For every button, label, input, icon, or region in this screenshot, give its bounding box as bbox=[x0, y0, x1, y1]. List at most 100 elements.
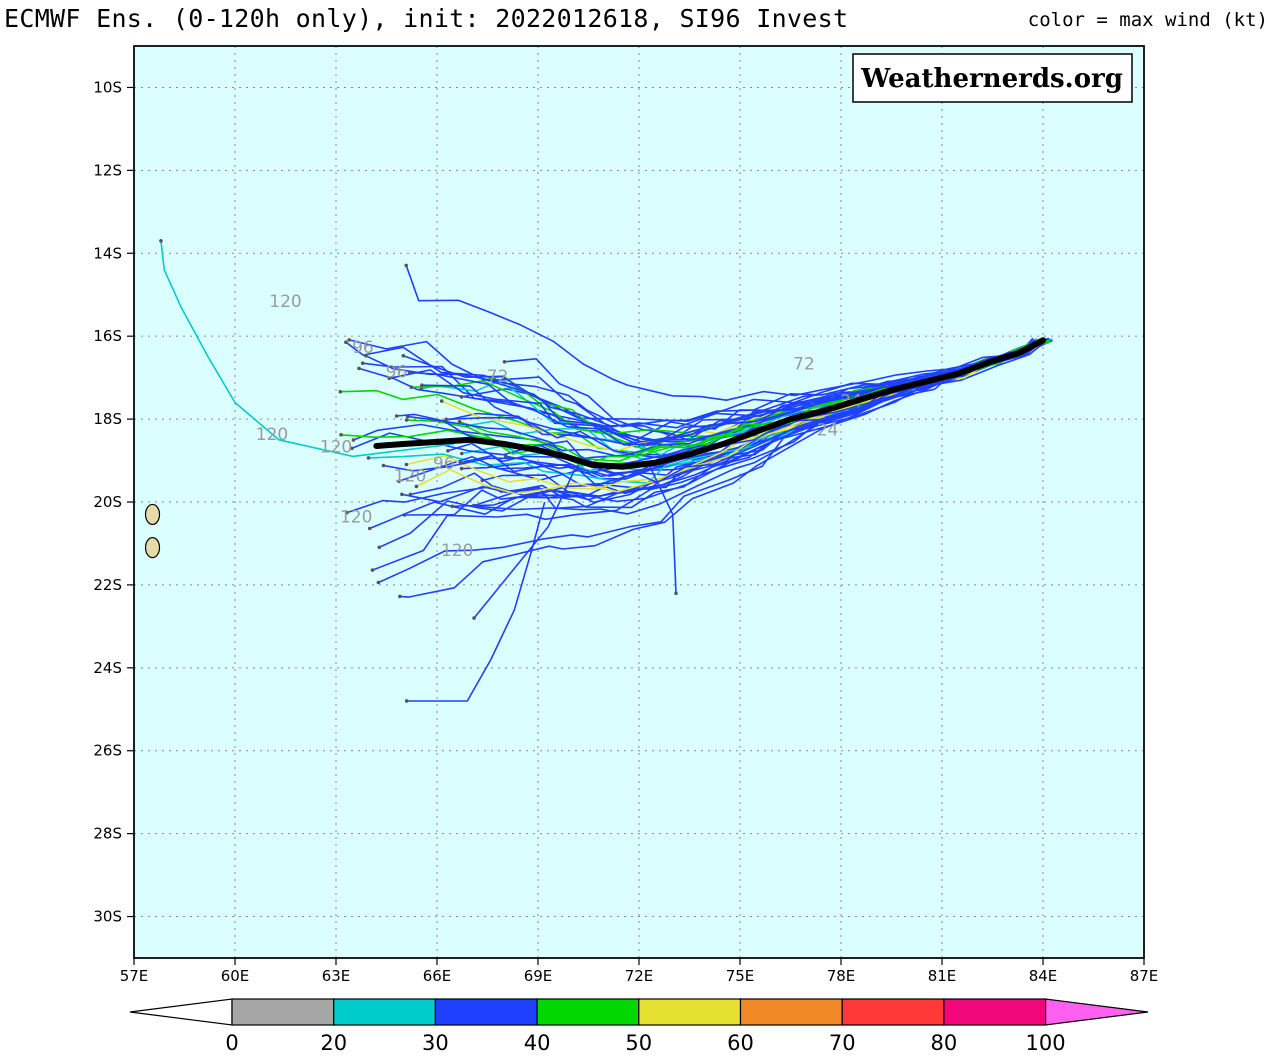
colorbar-label: 100 bbox=[1026, 1031, 1066, 1055]
lon-tick-label: 84E bbox=[1029, 967, 1058, 985]
track-end-marker bbox=[377, 545, 382, 550]
lat-tick-label: 10S bbox=[93, 78, 122, 96]
track-end-marker bbox=[472, 616, 476, 620]
track-end-marker bbox=[364, 354, 368, 358]
watermark-box: Weathernerds.org bbox=[852, 53, 1133, 103]
member-track bbox=[365, 339, 1039, 428]
colorbar-label: 40 bbox=[524, 1031, 551, 1055]
track-end-marker bbox=[404, 263, 409, 268]
track-end-marker bbox=[397, 479, 401, 484]
forecast-hour-label: 120 bbox=[269, 292, 301, 312]
colorbar-label: 0 bbox=[225, 1031, 238, 1055]
island-reunion bbox=[144, 536, 161, 559]
member-track bbox=[406, 501, 546, 702]
member-track bbox=[473, 468, 576, 619]
member-track bbox=[399, 338, 1042, 598]
colorbar-segment bbox=[231, 998, 335, 1026]
colorbar-extend-high bbox=[1044, 998, 1149, 1026]
colorbar-segment bbox=[638, 998, 742, 1026]
lat-tick-label: 12S bbox=[93, 161, 122, 179]
track-end-marker bbox=[367, 526, 372, 531]
track-end-marker bbox=[407, 370, 412, 375]
colorbar-segment bbox=[943, 998, 1047, 1026]
track-end-marker bbox=[159, 239, 163, 243]
track-end-marker bbox=[401, 354, 406, 358]
colorbar-segment bbox=[434, 998, 538, 1026]
land-masses bbox=[144, 503, 161, 559]
track-end-marker bbox=[376, 580, 381, 585]
track-end-marker bbox=[344, 510, 349, 515]
track-end-marker bbox=[419, 387, 424, 391]
lon-tick-label: 75E bbox=[726, 967, 755, 985]
forecast-hour-label: 72 bbox=[793, 354, 815, 374]
forecast-hour-label: 96 bbox=[386, 363, 408, 383]
track-end-marker bbox=[357, 366, 361, 371]
lon-tick-label: 63E bbox=[322, 967, 351, 985]
track-end-marker bbox=[459, 395, 464, 399]
lat-tick-label: 28S bbox=[93, 825, 122, 843]
island-mauritius bbox=[144, 503, 161, 526]
lat-tick-label: 30S bbox=[93, 908, 122, 926]
track-end-marker bbox=[458, 460, 463, 465]
forecast-hour-label: 120 bbox=[320, 437, 352, 457]
lat-tick-label: 16S bbox=[93, 327, 122, 345]
forecast-hour-label: 96 bbox=[352, 338, 374, 358]
lat-tick-label: 24S bbox=[93, 659, 122, 677]
track-end-marker bbox=[459, 466, 464, 471]
colorbar-label: 50 bbox=[625, 1031, 652, 1055]
track-end-marker bbox=[450, 504, 455, 509]
track-end-marker bbox=[674, 591, 678, 595]
track-end-marker bbox=[404, 699, 409, 703]
lat-tick-label: 22S bbox=[93, 576, 122, 594]
member-track bbox=[160, 240, 454, 458]
lat-tick-label: 18S bbox=[93, 410, 122, 428]
watermark-text: Weathernerds.org bbox=[860, 64, 1123, 94]
colorbar-label: 60 bbox=[727, 1031, 754, 1055]
lon-tick-label: 72E bbox=[625, 967, 654, 985]
latitude-axis: 10S 12S 14S 16S 18S 20S 22S 24S 26S 28S 30S bbox=[93, 78, 134, 926]
track-end-marker bbox=[446, 449, 450, 453]
lon-tick-label: 78E bbox=[827, 967, 856, 985]
track-end-marker bbox=[387, 376, 392, 381]
lon-tick-label: 66E bbox=[423, 967, 452, 985]
colorbar-label: 80 bbox=[931, 1031, 958, 1055]
lon-tick-label: 57E bbox=[120, 967, 149, 985]
ensemble-mean-track bbox=[373, 337, 1046, 470]
track-end-marker bbox=[460, 451, 464, 456]
track-end-marker bbox=[439, 399, 444, 403]
track-end-marker bbox=[360, 361, 365, 366]
track-end-marker bbox=[404, 418, 409, 422]
forecast-hour-label: 96 bbox=[433, 454, 455, 474]
track-end-marker bbox=[503, 454, 508, 459]
track-end-marker bbox=[366, 456, 371, 460]
lon-tick-label: 81E bbox=[928, 967, 957, 985]
lon-tick-label: 60E bbox=[221, 967, 250, 985]
track-end-marker bbox=[351, 438, 356, 442]
track-end-marker bbox=[420, 383, 424, 388]
forecast-hour-label: 120 bbox=[256, 425, 288, 445]
colorbar-extend-low bbox=[129, 998, 233, 1026]
lat-tick-label: 20S bbox=[93, 493, 122, 511]
track-end-marker bbox=[338, 389, 343, 394]
track-end-marker bbox=[502, 360, 507, 364]
lat-tick-label: 14S bbox=[93, 244, 122, 262]
track-end-marker bbox=[381, 463, 386, 468]
track-end-marker bbox=[457, 419, 462, 424]
colorbar-segment bbox=[333, 998, 437, 1026]
forecast-hour-label: 120 bbox=[340, 508, 372, 528]
member-track bbox=[460, 339, 1036, 486]
track-end-marker bbox=[350, 446, 354, 451]
color-legend-note: color = max wind (kt) bbox=[1027, 9, 1268, 31]
track-end-marker bbox=[414, 484, 419, 489]
track-end-marker bbox=[444, 417, 449, 422]
lat-tick-label: 26S bbox=[93, 742, 122, 760]
figure-title: ECMWF Ens. (0-120h only), init: 20220126… bbox=[4, 4, 849, 33]
track-end-marker bbox=[394, 414, 399, 418]
colorbar-segment bbox=[739, 998, 843, 1026]
colorbar-label: 70 bbox=[829, 1031, 856, 1055]
lon-tick-label: 69E bbox=[524, 967, 553, 985]
track-end-marker bbox=[398, 594, 402, 599]
